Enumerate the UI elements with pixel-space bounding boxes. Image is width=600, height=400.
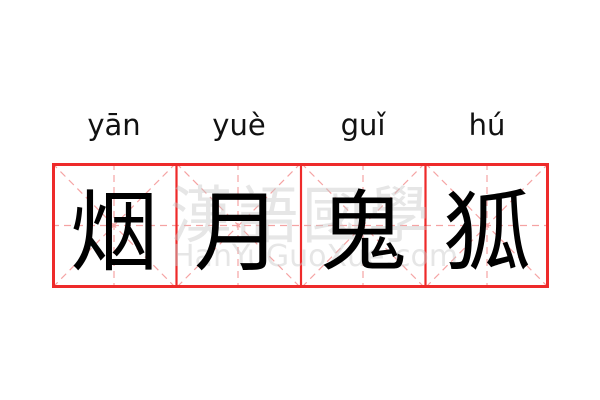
character-cell-2: 月 (193, 181, 282, 284)
character-cell-3: 鬼 (318, 181, 407, 284)
pinyin-4: hú (468, 108, 506, 142)
character-grid: 漢語國學 HanYuGuoXue.com 烟 月 鬼 狐 (52, 163, 549, 288)
pinyin-1: yān (87, 108, 141, 142)
pinyin-3: guǐ (340, 108, 386, 142)
pinyin-2: yuè (212, 108, 266, 142)
grid-lines (52, 163, 549, 288)
character-cell-1: 烟 (69, 181, 158, 284)
character-cell-4: 狐 (442, 181, 531, 284)
